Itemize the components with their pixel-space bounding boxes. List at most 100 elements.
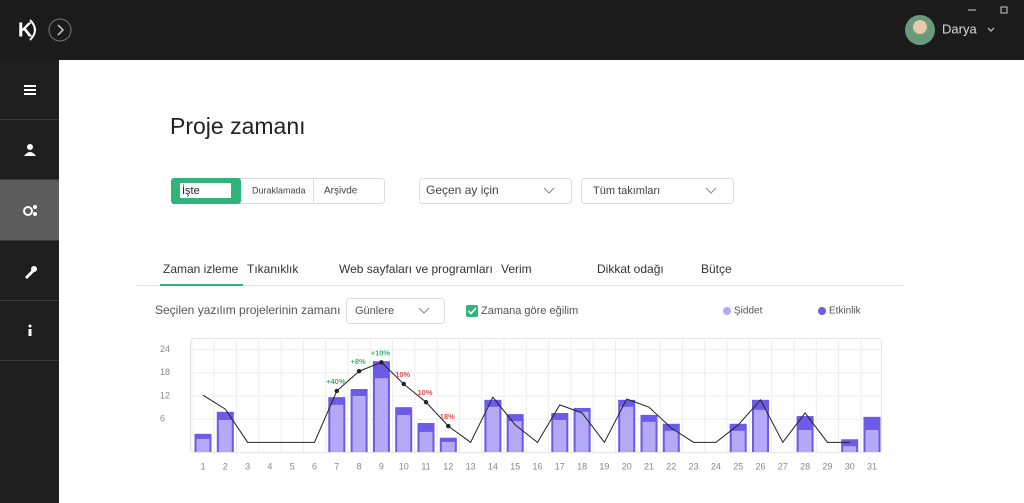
status-tab[interactable]: Duraklamada (252, 185, 306, 195)
trend-label[interactable]: Zamana göre eğilim (481, 305, 578, 317)
x-tick-label: 26 (755, 461, 765, 471)
trend-point (379, 360, 384, 365)
x-tick-label: 4 (267, 461, 272, 471)
gears-icon[interactable] (23, 205, 37, 216)
bar (865, 429, 879, 452)
trend-point (334, 388, 339, 394)
x-tick-label: 10 (399, 461, 409, 471)
bar (798, 429, 812, 452)
x-tick-label: 11 (421, 461, 430, 471)
x-tick-label: 6 (312, 461, 317, 471)
trend-line (202, 361, 850, 444)
x-tick-label: 14 (488, 461, 498, 471)
x-tick-label: 3 (245, 461, 250, 471)
x-tick-label: 24 (711, 461, 721, 471)
x-tick-label: 13 (466, 461, 476, 471)
chevron (543, 187, 555, 194)
user-name[interactable]: Darya (942, 21, 977, 36)
bar (553, 419, 567, 452)
legend-swatch (818, 307, 826, 315)
x-tick-label: 31 (867, 461, 877, 471)
tab[interactable]: Dikkat odağı (597, 262, 664, 276)
bar (843, 446, 857, 452)
bar (754, 409, 767, 452)
trend-point (423, 399, 429, 405)
bar (486, 406, 500, 452)
chart-label: Seçilen yazılım projelerinin zamanı (155, 303, 340, 317)
trend-annotation: +10% (371, 348, 391, 357)
bar (441, 441, 455, 452)
info-icon[interactable] (28, 324, 32, 337)
collapse-arrow (57, 24, 65, 36)
x-tick-label: 30 (845, 461, 855, 471)
bar (575, 411, 589, 452)
tab-underline (160, 284, 243, 286)
x-tick-label: 23 (689, 461, 699, 471)
sidebar-dividers (0, 119, 59, 361)
x-tick-label: 12 (443, 461, 453, 471)
avatar-face (913, 20, 927, 34)
trend-checkbox[interactable] (466, 305, 478, 317)
status-tab[interactable]: İşte (182, 184, 200, 197)
tab[interactable]: Tıkanıklık (247, 262, 299, 276)
trend-annotation: 10% (395, 370, 410, 379)
status-active-box (180, 183, 231, 198)
bar (374, 378, 388, 452)
bar (330, 404, 344, 452)
x-tick-label: 27 (778, 461, 788, 471)
granularity-dropdown[interactable] (346, 298, 445, 324)
trend-point (356, 369, 362, 374)
collapse-button[interactable] (48, 18, 72, 42)
period-dropdown[interactable] (419, 178, 572, 204)
x-tick-label: 20 (622, 461, 632, 471)
status-tab[interactable]: Arşivde (324, 186, 358, 197)
x-tick-label: 21 (644, 461, 654, 471)
top-bar (0, 0, 1024, 60)
maximize[interactable] (1000, 6, 1008, 14)
page-title: Proje zamanı (170, 113, 306, 139)
sidebar-active[interactable] (0, 180, 59, 240)
sidebar-icons (23, 85, 37, 337)
x-tick-label: 2 (223, 461, 228, 471)
bar (642, 421, 656, 452)
x-tick-label: 5 (290, 461, 295, 471)
trend-annotation: +8% (350, 357, 366, 366)
tab[interactable]: Zaman izleme (163, 262, 239, 276)
bar (508, 421, 522, 452)
wrench-icon[interactable] (25, 266, 37, 279)
x-tick-label: 19 (599, 461, 609, 471)
x-tick-label: 29 (822, 461, 832, 471)
bar (731, 430, 745, 452)
granularity-value: Günlere (355, 305, 394, 317)
x-tick-label: 8 (357, 461, 362, 471)
legend-label: Etkinlik (829, 306, 862, 317)
x-tick-label: 25 (733, 461, 743, 471)
logo: K (18, 19, 36, 41)
bar (664, 430, 678, 452)
legend-label: Şiddet (734, 306, 763, 317)
bar (419, 431, 433, 452)
tab[interactable]: Web sayfaları ve programları (339, 262, 493, 276)
x-tick-label: 18 (577, 461, 587, 471)
x-tick-label: 9 (379, 461, 384, 471)
tab[interactable]: Verim (501, 262, 532, 276)
tab[interactable]: Bütçe (701, 262, 732, 276)
x-tick-label: 7 (334, 461, 339, 471)
x-tick-label: 28 (800, 461, 810, 471)
bar (218, 419, 232, 452)
check (467, 307, 477, 315)
list-icon[interactable] (24, 85, 36, 95)
x-tick-label: 15 (510, 461, 520, 471)
legend-swatch (723, 307, 731, 315)
y-tick-label: 12 (160, 390, 170, 400)
user-icon[interactable] (24, 144, 36, 156)
bar (397, 414, 411, 452)
user-chevron (987, 27, 995, 32)
sidebar (0, 60, 59, 503)
teams-dropdown[interactable] (581, 178, 734, 204)
x-tick-label: 22 (666, 461, 676, 471)
teams-value: Tüm takımları (593, 185, 660, 197)
